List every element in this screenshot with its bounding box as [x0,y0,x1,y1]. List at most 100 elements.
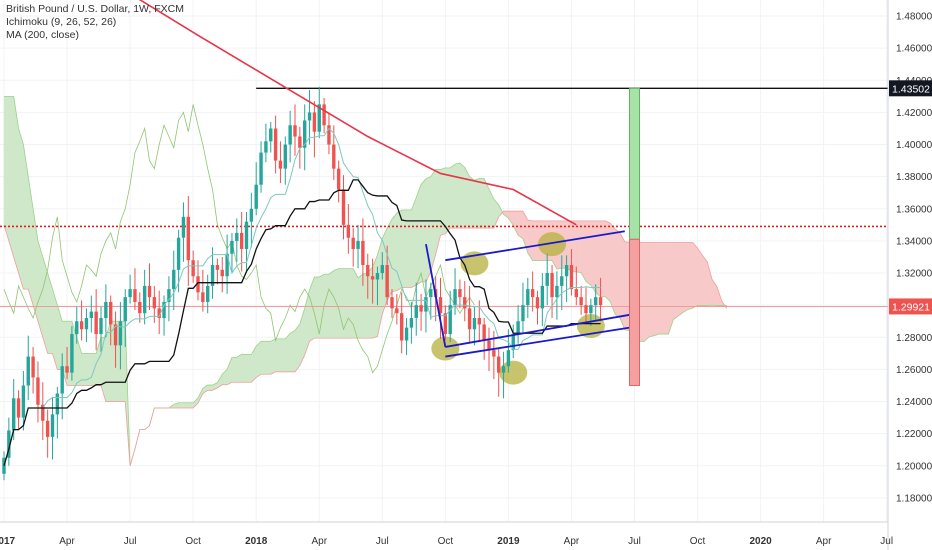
candle [526,277,530,319]
candle [36,361,40,423]
kumo-segment [314,276,320,339]
price-label-text: 1.29921 [892,301,930,313]
kumo-segment [508,210,514,227]
kumo-segment [692,241,698,309]
legend-ichimoku[interactable]: Ichimoku (9, 26, 52, 26) [6,16,117,28]
x-tick-label: Jul [880,536,893,547]
plot-area [0,0,888,522]
candle [269,122,273,153]
candle-body [307,112,312,121]
candle [220,256,224,293]
candle [303,104,307,171]
candle-body [196,276,200,293]
kumo-segment [188,402,194,409]
candle [191,250,195,283]
candle-body [16,398,21,418]
ellipse-right-shoulder-high [538,232,567,257]
candle-body [283,144,287,169]
candle-body [210,265,215,286]
candle [550,265,554,319]
candle-body [75,321,79,335]
candle-body [191,260,195,277]
candle-body [390,297,394,309]
kumo-segment [585,220,592,286]
kumo-segment [639,242,645,342]
senkou-span-a [4,95,727,466]
candle [50,396,55,460]
long-position-target [629,87,640,240]
candle-body [206,285,210,302]
candle-body [341,189,346,225]
long-position-stop [629,238,640,386]
kumo-segment [512,210,519,236]
candle [133,268,137,310]
candle [16,390,21,429]
candle-body [293,125,297,137]
candle-body [336,168,341,190]
candle-body [128,289,132,298]
candle-body [138,301,142,314]
candle [65,346,69,380]
candle-body [322,104,326,126]
ma-200 [138,0,577,226]
kumo-segment [672,242,679,321]
candle-body [118,321,123,346]
candle-body [521,305,525,322]
candle-body [400,313,404,341]
kumo-segment [309,276,315,342]
kumo-segment [192,397,199,409]
candle-body [526,289,530,306]
kumo-segment [226,357,233,386]
kumo-segment [420,177,427,283]
candle-body [60,366,64,394]
candle [21,371,26,431]
candle [123,289,127,347]
candle [458,279,462,309]
candle [128,274,132,304]
candle-body [133,289,137,302]
kumo-segment [687,242,694,311]
candle [283,136,287,185]
candle-body [94,311,98,335]
candle-body [99,318,103,335]
candle [375,266,380,306]
kumo-segment [648,242,655,338]
candle [201,269,205,312]
candle-body [303,120,307,148]
x-tick-label: Oct [690,536,706,547]
candle-body [254,184,258,209]
candle [206,274,210,314]
candle [429,282,433,320]
candle-body [41,404,45,421]
ellipse-left-shoulder-low [431,336,460,361]
candle [521,282,525,333]
kumo-segment [47,272,53,354]
kumo-segment [469,176,475,229]
candle [157,290,161,335]
chart-legend: British Pound / U.S. Dollar, 1W, FXCM Ic… [6,3,184,42]
candle [453,268,457,315]
candle-body [380,265,384,274]
kumo-segment [474,177,480,229]
candle [162,295,166,336]
candle [113,311,118,368]
kumo-segment [653,242,660,337]
candle [142,269,147,325]
candle [472,306,477,346]
legend-ma[interactable]: MA (200, close) [6,29,79,41]
candle-body [288,125,292,145]
kumo-segment [260,341,267,375]
candle-body [346,224,351,238]
candle [535,290,540,325]
candle-body [50,414,55,437]
tenkan-sen [3,127,601,466]
kumo-segment [284,332,291,373]
candle-body [569,265,574,290]
candle-body [516,321,520,335]
legend-symbol[interactable]: British Pound / U.S. Dollar, 1W, FXCM [6,3,184,15]
price-label-bg [889,298,932,315]
kumo-segment [624,241,630,332]
candle [196,260,200,301]
candle [172,250,176,310]
